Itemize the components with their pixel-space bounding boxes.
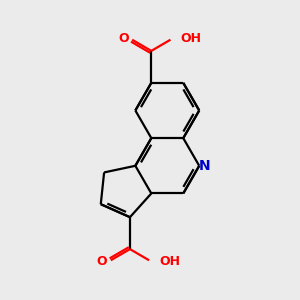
Text: OH: OH: [181, 32, 202, 45]
Text: O: O: [97, 255, 107, 268]
Text: OH: OH: [159, 255, 180, 268]
Text: O: O: [118, 32, 128, 45]
Text: N: N: [199, 159, 211, 173]
